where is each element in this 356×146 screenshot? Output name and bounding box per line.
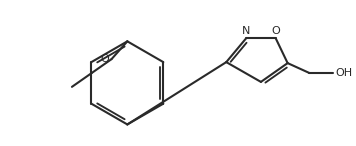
Text: N: N [242,26,250,36]
Text: O: O [101,54,110,64]
Text: OH: OH [335,68,352,78]
Text: O: O [271,26,280,36]
